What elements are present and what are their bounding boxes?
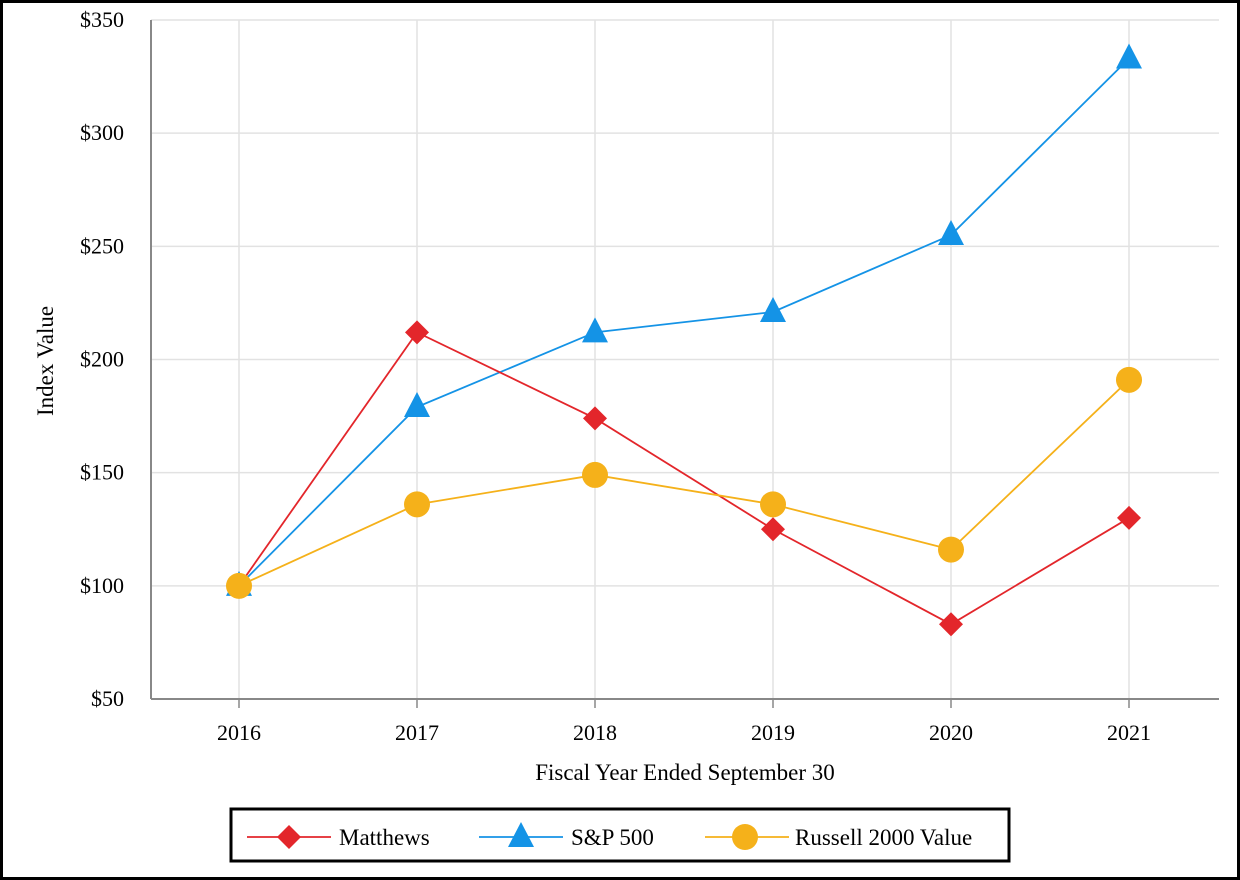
series-s-p-500 [226,43,1142,596]
legend-label: Russell 2000 Value [795,825,972,850]
data-point-diamond [405,320,429,345]
legend-swatch-circle [732,824,758,850]
y-tick-label: $350 [80,7,124,32]
axes [150,20,1219,708]
data-point-triangle [938,220,964,246]
data-point-diamond [583,406,607,431]
x-tick-label: 2019 [751,720,795,745]
x-tick-label: 2020 [929,720,973,745]
data-point-circle [1116,366,1142,393]
y-tick-label: $250 [80,233,124,258]
data-point-triangle [582,317,608,343]
legend-swatch-triangle [508,822,534,847]
x-tick-label: 2021 [1107,720,1151,745]
y-tick-labels: $50 $100 $150 $200 $250 $300 $350 [80,7,124,711]
y-tick-label: $100 [80,573,124,598]
x-tick-labels: 2016 2017 2018 2019 2020 2021 [217,720,1151,745]
x-axis-title: Fiscal Year Ended September 30 [535,760,835,785]
x-tick-label: 2018 [573,720,617,745]
legend-label: Matthews [339,825,430,850]
series-line [238,331,1130,626]
data-point-diamond [761,517,785,542]
y-tick-label: $200 [80,347,124,372]
data-point-circle [404,491,430,518]
legend-frame [229,807,1011,863]
y-tick-label: $300 [80,120,124,145]
data-point-diamond [939,612,963,637]
data-point-triangle [404,392,430,418]
legend-swatch-diamond [277,825,301,849]
data-point-triangle [1116,43,1142,69]
data-point-diamond [1117,505,1141,530]
series-line [238,379,1130,587]
x-tick-label: 2016 [217,720,261,745]
legend-item: Matthews [247,825,430,850]
data-point-circle [938,536,964,563]
gridlines [151,19,1219,699]
legend-item: S&P 500 [479,822,654,850]
series-matthews [227,320,1141,637]
series-russell-2000-value [226,366,1142,599]
data-point-circle [226,572,252,599]
legend-item: Russell 2000 Value [705,824,972,850]
legend-label: S&P 500 [571,825,654,850]
series-line [238,57,1130,587]
legend: Matthews S&P 500 Russell 2000 Value [229,807,1011,863]
series [226,43,1142,637]
y-axis-title: Index Value [33,306,58,416]
data-point-circle [760,491,786,518]
data-point-triangle [760,296,786,322]
line-chart: $50 $100 $150 $200 $250 $300 $350 2016 2017 2018… [33,7,1219,863]
x-tick-label: 2017 [395,720,439,745]
y-tick-label: $50 [91,686,124,711]
data-point-circle [582,461,608,488]
y-tick-label: $150 [80,460,124,485]
